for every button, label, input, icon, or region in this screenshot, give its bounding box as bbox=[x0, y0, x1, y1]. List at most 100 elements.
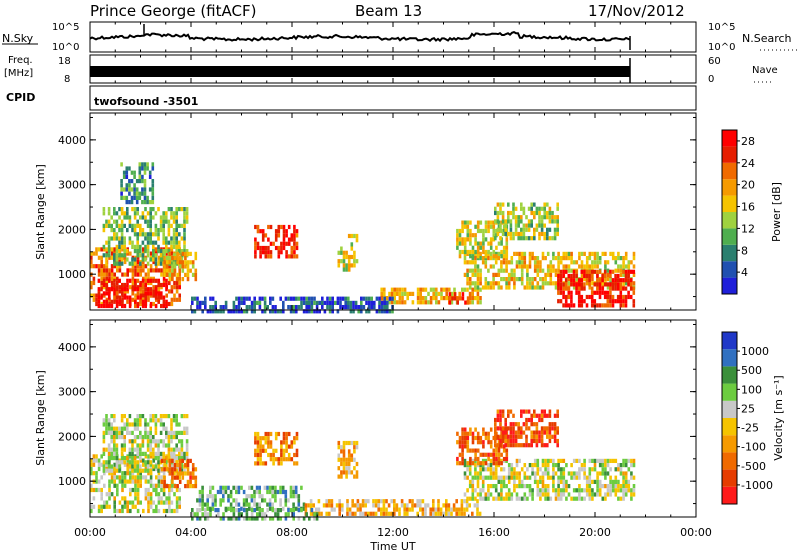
power-cell bbox=[468, 268, 472, 273]
velocity-cell bbox=[103, 504, 106, 509]
power-cell bbox=[562, 294, 565, 300]
power-cell bbox=[310, 305, 314, 310]
velocity-cell bbox=[292, 508, 295, 513]
velocity-cell bbox=[619, 467, 623, 472]
velocity-cell bbox=[469, 456, 472, 462]
power-cell bbox=[609, 277, 612, 282]
velocity-cell bbox=[476, 507, 479, 512]
velocity-cell bbox=[297, 516, 301, 521]
velocity-cell bbox=[123, 456, 126, 461]
velocity-cell bbox=[144, 468, 147, 473]
velocity-cell bbox=[527, 426, 531, 431]
power-cell bbox=[515, 251, 519, 256]
power-cell bbox=[627, 282, 630, 287]
velocity-cell bbox=[536, 467, 540, 472]
velocity-cell bbox=[630, 471, 633, 476]
velocity-cell bbox=[300, 508, 303, 513]
power-cell bbox=[492, 277, 495, 282]
velocity-cell bbox=[154, 439, 158, 444]
power-cell bbox=[118, 268, 122, 273]
power-cell bbox=[128, 215, 132, 220]
power-cell bbox=[110, 236, 113, 241]
power-cell bbox=[505, 277, 508, 282]
velocity-cell bbox=[189, 484, 192, 489]
velocity-cell bbox=[463, 499, 466, 504]
velocity-cell bbox=[154, 443, 158, 448]
velocity-cell bbox=[155, 483, 158, 488]
power-cell bbox=[502, 228, 506, 234]
velocity-cell bbox=[133, 422, 137, 427]
velocity-cell bbox=[481, 475, 485, 480]
velocity-cell bbox=[512, 438, 515, 444]
velocity-cell bbox=[471, 440, 475, 445]
velocity-cell bbox=[482, 461, 485, 466]
velocity-cell bbox=[235, 489, 238, 495]
velocity-cell bbox=[456, 431, 459, 436]
power-cell bbox=[142, 268, 145, 273]
power-cell bbox=[435, 296, 438, 301]
velocity-cell bbox=[609, 479, 612, 484]
velocity-cell bbox=[287, 431, 291, 437]
velocity-cell bbox=[484, 496, 488, 501]
velocity-cell bbox=[559, 492, 563, 497]
power-cell bbox=[147, 272, 150, 277]
velocity-cell bbox=[622, 475, 625, 480]
power-cell bbox=[118, 255, 122, 260]
velocity-cell bbox=[432, 507, 435, 512]
power-cell bbox=[499, 210, 502, 216]
velocity-cell bbox=[492, 471, 495, 476]
power-cell bbox=[495, 245, 498, 250]
velocity-cell bbox=[499, 409, 502, 414]
velocity-cell bbox=[154, 464, 158, 469]
velocity-cell bbox=[445, 511, 448, 516]
power-cell bbox=[287, 254, 291, 259]
velocity-cell bbox=[437, 507, 440, 512]
velocity-cell bbox=[157, 443, 160, 448]
velocity-cell bbox=[535, 434, 539, 439]
velocity-cell bbox=[123, 500, 127, 505]
velocity-cell bbox=[142, 475, 145, 480]
power-cell bbox=[235, 309, 238, 314]
velocity-cell bbox=[437, 511, 440, 516]
velocity-cell bbox=[183, 456, 186, 461]
velocity-cell bbox=[526, 467, 529, 472]
velocity-cell bbox=[557, 479, 560, 484]
power-cell bbox=[151, 200, 155, 205]
power-cell bbox=[126, 251, 129, 256]
power-cell bbox=[196, 300, 199, 305]
velocity-cell bbox=[601, 496, 605, 501]
power-cell bbox=[499, 206, 502, 211]
velocity-cell bbox=[105, 430, 108, 435]
velocity-cell bbox=[277, 431, 281, 437]
velocity-cell bbox=[105, 500, 109, 505]
power-cell bbox=[131, 223, 134, 228]
power-cell bbox=[310, 296, 314, 301]
velocity-cell bbox=[178, 475, 181, 480]
power-cell bbox=[401, 300, 404, 305]
velocity-cell bbox=[411, 503, 414, 508]
velocity-cell bbox=[268, 489, 272, 495]
power-cell bbox=[165, 240, 168, 245]
velocity-cell bbox=[359, 507, 362, 512]
power-cell bbox=[350, 263, 354, 268]
velocity-cell bbox=[120, 447, 124, 452]
power-cell bbox=[593, 256, 597, 261]
velocity-cell bbox=[170, 508, 174, 514]
power-cell bbox=[622, 286, 625, 291]
power-cell bbox=[261, 296, 264, 301]
power-cell bbox=[606, 272, 610, 277]
power-cell bbox=[115, 232, 119, 237]
power-cell bbox=[128, 236, 132, 241]
power-cell bbox=[471, 260, 475, 265]
power-cell bbox=[261, 237, 265, 242]
velocity-cell bbox=[134, 496, 137, 501]
velocity-cell bbox=[157, 456, 160, 461]
power-cell bbox=[596, 303, 599, 308]
power-cell bbox=[588, 269, 591, 274]
velocity-cell bbox=[535, 413, 539, 418]
velocity-cell bbox=[189, 479, 192, 484]
velocity-cell bbox=[139, 458, 142, 463]
velocity-cell bbox=[149, 468, 152, 473]
velocity-cell bbox=[556, 413, 559, 418]
velocity-cell bbox=[149, 479, 153, 484]
